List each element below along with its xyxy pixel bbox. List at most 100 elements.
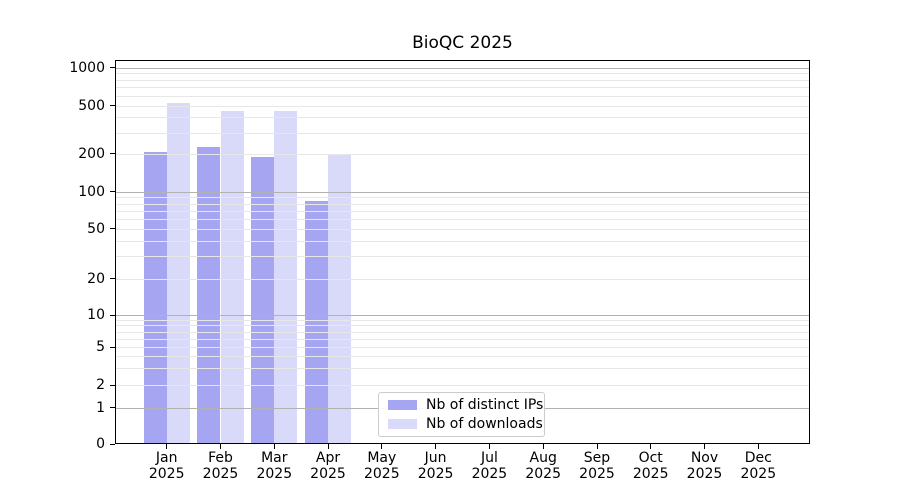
legend-item-distinct-ips: Nb of distinct IPs [379, 397, 544, 413]
y-tick-mark [110, 228, 115, 229]
x-axis-tick-label-line: 2025 [525, 466, 561, 482]
x-tick-mark [704, 444, 705, 449]
x-tick-mark [327, 444, 329, 449]
x-axis-tick-label-line: 2025 [363, 466, 400, 482]
minor-gridline [116, 117, 809, 119]
x-axis-tick-label: Jul 2025 [456, 450, 522, 482]
minor-gridline [116, 240, 809, 242]
x-tick-mark [435, 444, 437, 449]
legend-swatch-downloads [388, 419, 417, 429]
major-gridline [116, 67, 809, 69]
minor-gridline [116, 197, 809, 199]
x-axis-tick-label-line: 2025 [686, 466, 723, 482]
y-tick-mark [110, 314, 115, 316]
y-axis-tick-label: 1 [96, 399, 105, 416]
y-tick-mark [110, 191, 115, 193]
y-tick-mark [110, 67, 115, 68]
x-axis-tick-label-line: 2025 [632, 466, 669, 482]
x-axis-tick-label-line: Mar [261, 450, 288, 466]
minor-gridline [116, 356, 809, 358]
minor-gridline [116, 105, 809, 107]
minor-gridline [116, 132, 809, 134]
legend: Nb of distinct IPs Nb of downloads [378, 392, 545, 437]
chart-title: BioQC 2025 [412, 33, 513, 53]
x-axis-tick-label: May 2025 [349, 450, 415, 482]
y-axis-tick-label: 5 [96, 339, 105, 355]
minor-gridline [116, 319, 809, 321]
x-axis-tick-label-line: 2025 [471, 466, 508, 482]
x-axis-tick-label-line: Feb [208, 450, 233, 466]
minor-gridline [116, 218, 809, 220]
x-tick-mark [273, 444, 275, 449]
bar [328, 154, 352, 444]
major-gridline [116, 315, 809, 316]
x-axis-tick-label-line: Jul [480, 450, 498, 466]
bar [304, 201, 328, 444]
y-tick-mark [110, 105, 115, 107]
x-axis-tick-label-line: Aug [529, 450, 557, 466]
minor-gridline [116, 385, 809, 386]
y-tick-mark [110, 278, 115, 279]
minor-gridline [116, 203, 809, 205]
x-axis-tick-label: Jun 2025 [403, 450, 469, 482]
y-axis-tick-label: 100 [78, 183, 105, 200]
x-axis-tick-label: Feb 2025 [188, 450, 254, 482]
x-tick-mark [166, 444, 168, 449]
minor-gridline [116, 95, 809, 97]
legend-label-downloads: Nb of downloads [426, 416, 543, 432]
x-axis-tick-label: Apr 2025 [295, 450, 361, 482]
minor-gridline [116, 73, 809, 75]
y-axis-tick-label: 0 [96, 436, 105, 452]
y-axis-tick-label: 10 [87, 307, 105, 323]
minor-gridline [116, 256, 809, 258]
y-axis-tick-label: 200 [78, 145, 105, 162]
x-tick-mark [542, 444, 544, 449]
x-tick-mark [650, 444, 652, 449]
x-axis-tick-label-line: 2025 [148, 466, 185, 482]
y-axis-tick-label: 50 [87, 220, 105, 237]
legend-item-downloads: Nb of downloads [379, 416, 544, 432]
x-axis-tick-label-line: Apr [315, 450, 341, 466]
bar [166, 102, 190, 444]
y-tick-mark [110, 407, 115, 408]
minor-gridline [116, 368, 809, 370]
x-axis-tick-label-line: 2025 [256, 466, 293, 482]
x-tick-mark [381, 444, 383, 449]
minor-gridline [116, 228, 809, 230]
bar [143, 152, 167, 444]
x-axis-tick-label-line: Jun [424, 450, 447, 466]
x-axis-tick-label-line: Jan [155, 450, 178, 466]
y-axis-tick-label: 20 [87, 270, 105, 287]
x-tick-mark [488, 444, 490, 449]
x-axis-tick-label: Jan 2025 [134, 450, 200, 482]
bar [274, 110, 298, 444]
legend-swatch-distinct-ips [388, 400, 417, 410]
x-axis-tick-label-line: May [367, 450, 397, 466]
y-axis-tick-label: 500 [78, 97, 105, 114]
x-axis-tick-label-line: Nov [690, 450, 719, 466]
legend-label-distinct-ips: Nb of distinct IPs [426, 397, 544, 413]
y-tick-mark [110, 153, 115, 155]
y-tick-mark [110, 384, 115, 386]
x-axis-tick-label-line: Dec [744, 450, 772, 466]
x-axis-tick-label-line: 2025 [310, 466, 346, 482]
y-axis-tick-label: 1000 [69, 59, 105, 76]
minor-gridline [116, 347, 809, 348]
minor-gridline [116, 278, 809, 280]
minor-gridline [116, 153, 809, 155]
minor-gridline [116, 210, 809, 212]
minor-gridline [116, 87, 809, 89]
x-axis-tick-label-line: Sep [583, 450, 611, 466]
x-tick-mark [596, 444, 598, 449]
minor-gridline [116, 331, 809, 333]
y-axis-tick-label: 2 [96, 377, 105, 393]
x-axis-tick-label-line: 2025 [202, 466, 239, 482]
x-axis-tick-label: Dec 2025 [725, 450, 791, 482]
plot-area [115, 60, 810, 444]
x-axis-tick-label: Sep 2025 [564, 450, 630, 482]
x-tick-mark [757, 444, 759, 449]
x-axis-tick-label: Mar 2025 [241, 450, 307, 482]
